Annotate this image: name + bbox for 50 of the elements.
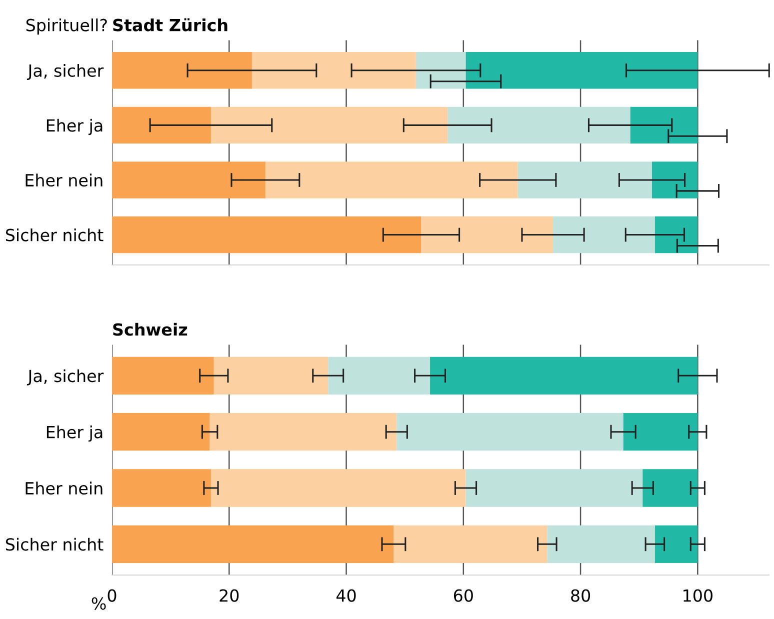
bar bbox=[112, 216, 422, 254]
bar bbox=[421, 216, 554, 254]
bar bbox=[112, 52, 252, 89]
bar bbox=[654, 216, 698, 254]
bar bbox=[518, 162, 652, 198]
x-tick-label: 40 bbox=[336, 589, 356, 602]
bar bbox=[112, 525, 394, 563]
bar bbox=[394, 525, 548, 563]
bar bbox=[430, 356, 698, 394]
y-tick-label: Eher nein bbox=[26, 482, 102, 495]
bar bbox=[328, 356, 430, 394]
bar bbox=[466, 469, 643, 507]
bar bbox=[112, 106, 211, 144]
x-axis-title: % bbox=[92, 597, 106, 610]
y-tick-label: Sicher nicht bbox=[6, 538, 104, 551]
bar bbox=[112, 413, 210, 451]
bar bbox=[252, 52, 416, 89]
chart-title: Stadt Zürich bbox=[113, 18, 228, 32]
bar bbox=[630, 106, 698, 144]
chart-title: Schweiz bbox=[113, 322, 188, 336]
bar bbox=[466, 52, 698, 89]
bar bbox=[623, 413, 698, 451]
x-tick-label: 100 bbox=[684, 589, 712, 602]
bar bbox=[112, 469, 211, 507]
y-tick-label: Ja, sicher bbox=[26, 64, 104, 80]
bar bbox=[448, 106, 630, 144]
bar bbox=[265, 162, 518, 198]
bar bbox=[112, 162, 266, 198]
bar bbox=[210, 106, 448, 144]
y-tick-label: Eher ja bbox=[46, 118, 102, 135]
y-axis-title: Spirituell? bbox=[26, 18, 107, 35]
y-tick-label: Eher nein bbox=[26, 174, 102, 187]
bar bbox=[642, 469, 698, 507]
x-tick-label: 60 bbox=[454, 589, 473, 602]
x-tick-label: 0 bbox=[108, 589, 116, 602]
bar bbox=[210, 469, 466, 507]
bar bbox=[547, 525, 655, 563]
bar bbox=[652, 162, 698, 198]
bar bbox=[210, 413, 397, 451]
x-tick-label: 80 bbox=[571, 589, 590, 602]
bar bbox=[553, 216, 655, 254]
bar bbox=[416, 52, 466, 89]
bar bbox=[654, 525, 698, 563]
y-tick-label: Ja, sicher bbox=[26, 369, 104, 386]
x-tick-label: 20 bbox=[220, 589, 239, 602]
y-tick-label: Eher ja bbox=[46, 426, 102, 442]
y-tick-label: Sicher nicht bbox=[6, 228, 104, 242]
bar bbox=[112, 356, 214, 394]
bar bbox=[214, 356, 328, 394]
bar bbox=[396, 413, 624, 451]
